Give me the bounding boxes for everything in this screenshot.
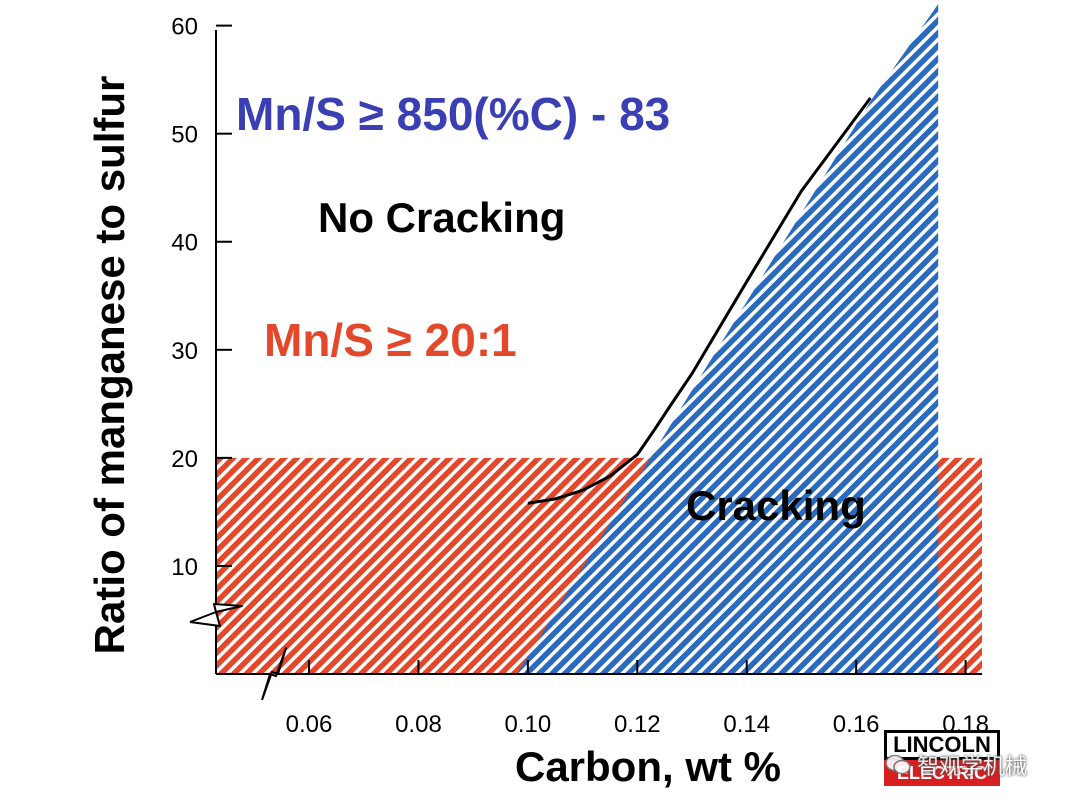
y-axis-title: Ratio of manganese to sulfur <box>86 76 133 655</box>
watermark-text: 智观学机械 <box>917 755 1028 780</box>
curve-group <box>527 97 872 505</box>
x-axis-break <box>261 647 287 701</box>
y-tick-label: 60 <box>171 14 198 41</box>
x-tick-label: 0.08 <box>395 711 442 738</box>
x-tick-label: 0.14 <box>723 711 770 738</box>
y-tick-label: 50 <box>171 122 198 149</box>
region-cracking <box>516 4 939 674</box>
y-tick-label: 20 <box>171 446 198 473</box>
y-tick-label: 30 <box>171 338 198 365</box>
y-axis-break <box>189 603 243 627</box>
annotation-ratio-limit: Mn/S ≥ 20:1 <box>264 314 517 366</box>
chat-bubble-icon <box>885 754 911 775</box>
logo-line1: LINCOLN <box>884 730 1000 760</box>
x-axis-title: Carbon, wt % <box>515 743 781 790</box>
x-tick-label: 0.10 <box>505 711 552 738</box>
watermark: 智观学机械 <box>885 749 1027 781</box>
regions <box>216 4 982 674</box>
y-tick-label: 10 <box>171 554 198 581</box>
annotation-cracking: Cracking <box>686 482 866 529</box>
x-tick-label: 0.06 <box>286 711 333 738</box>
x-tick-label: 0.12 <box>614 711 661 738</box>
x-tick-label: 0.16 <box>833 711 880 738</box>
annotation-no-cracking: No Cracking <box>318 194 565 241</box>
y-tick-label: 40 <box>171 230 198 257</box>
boundary-curve <box>527 97 872 505</box>
annotation-formula: Mn/S ≥ 850(%C) - 83 <box>236 88 670 140</box>
